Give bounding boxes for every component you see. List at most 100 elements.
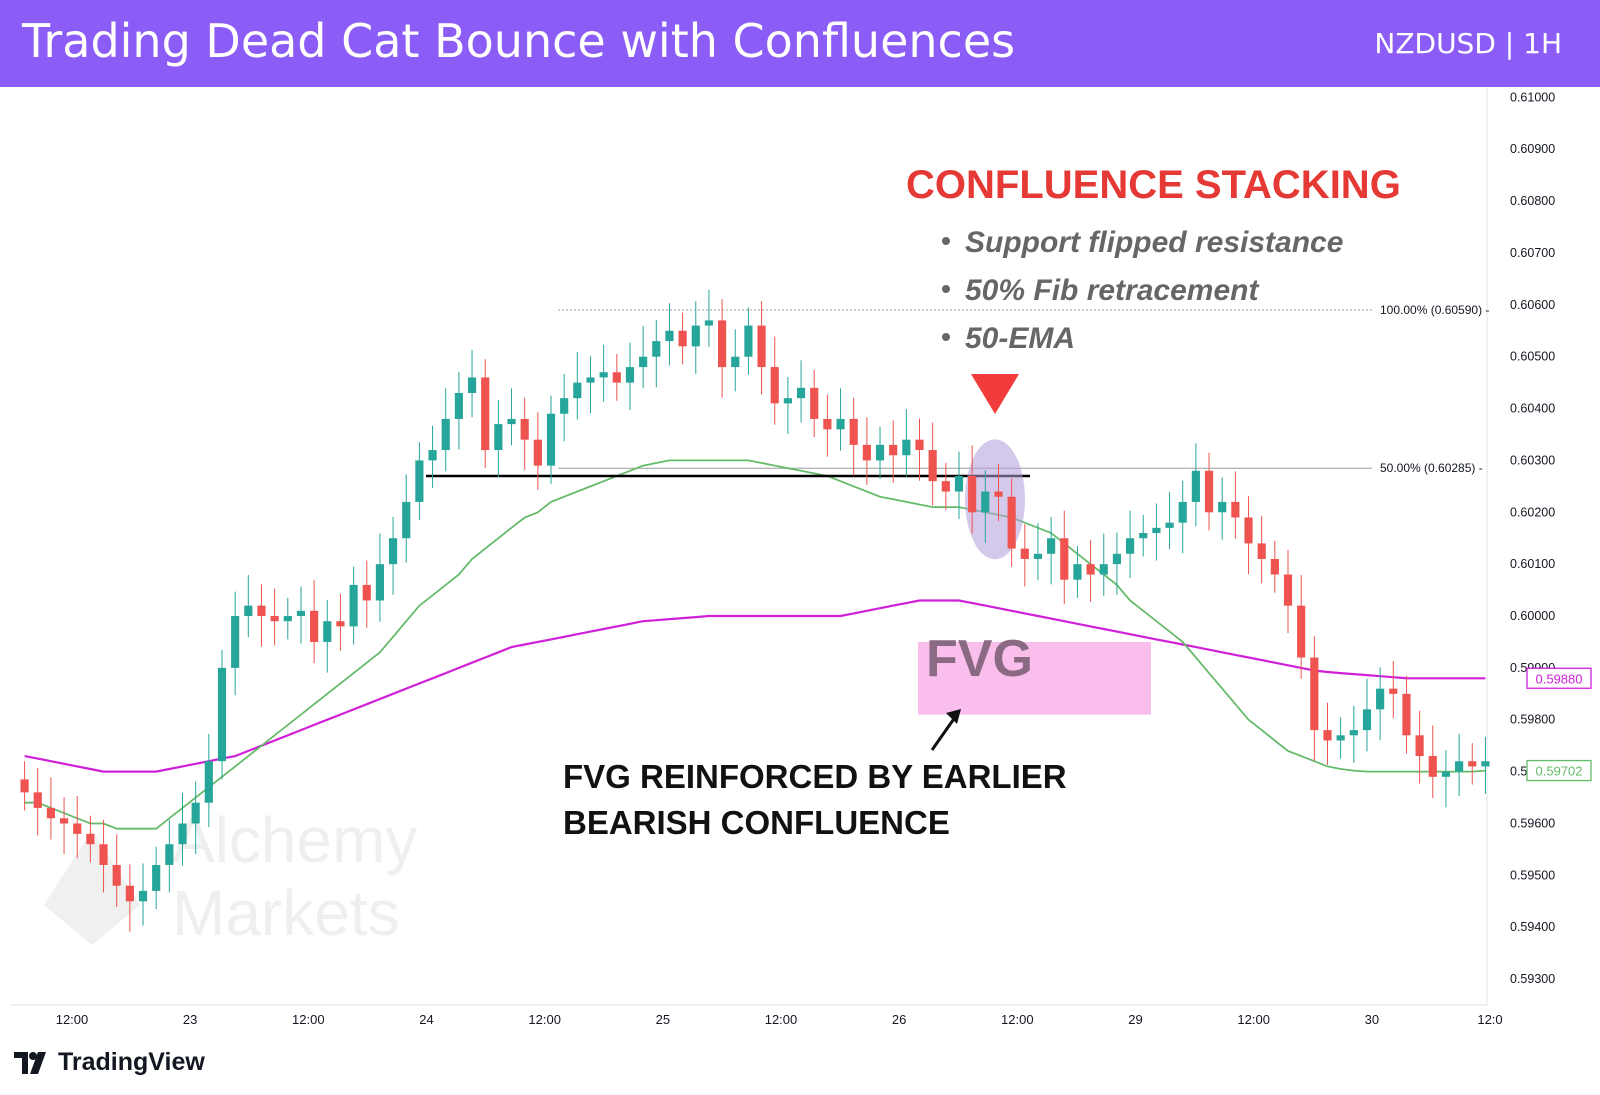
candle-body	[1468, 761, 1477, 767]
fib-level-label: 100.00% (0.60590) -	[1380, 303, 1489, 317]
candle-body	[1283, 574, 1293, 606]
candle-body	[1191, 470, 1200, 502]
ema50-line	[24, 459, 1486, 830]
candle-body	[849, 418, 858, 445]
candle-body	[481, 377, 490, 451]
candle-body	[375, 564, 384, 601]
candle-body	[310, 610, 319, 642]
candle-body	[178, 823, 187, 845]
candle-body	[33, 792, 42, 808]
time-tick-label: 12:00	[1001, 1012, 1034, 1027]
candle-body	[586, 377, 595, 383]
candle-body	[336, 621, 345, 627]
candle-body	[1099, 564, 1108, 575]
candle-body	[1165, 522, 1174, 528]
candle-body	[270, 616, 279, 622]
fvg-note-line2: BEARISH CONFLUENCE	[563, 804, 950, 841]
candle-body	[1310, 657, 1319, 731]
candle-body	[362, 584, 371, 601]
candle-body	[783, 398, 792, 404]
bullet-icon	[942, 333, 950, 341]
price-tick-label: 0.59600	[1510, 816, 1555, 830]
confluence-title: CONFLUENCE STACKING	[906, 163, 1401, 207]
candle-body	[1481, 761, 1490, 767]
price-tick-label: 0.61000	[1510, 90, 1555, 104]
candle-body	[204, 761, 213, 803]
candle-body	[1231, 501, 1240, 518]
fvg-label: FVG	[926, 630, 1033, 688]
fib-level-label: 50.00% (0.60285) -	[1380, 461, 1483, 475]
price-tick-label: 0.60700	[1510, 246, 1555, 260]
candle-body	[1033, 553, 1043, 559]
candle-body	[441, 418, 450, 451]
candle-body	[546, 413, 556, 466]
confluence-item: 50-EMA	[965, 322, 1075, 355]
watermark-line1: Alchemy	[172, 804, 417, 876]
price-tick-label: 0.60300	[1510, 453, 1555, 467]
candle-body	[1349, 730, 1358, 736]
candle-body	[59, 818, 69, 824]
candle-body	[520, 418, 529, 440]
watermark-logo-icon	[44, 830, 140, 945]
price-label-box	[1526, 759, 1592, 782]
time-tick-label: 12:0	[1477, 1012, 1502, 1027]
candle-body	[152, 864, 161, 891]
tradingview-logo[interactable]: TradingView	[14, 1048, 205, 1077]
page-title: Trading Dead Cat Bounce with Confluences	[22, 14, 1016, 68]
candle-body	[639, 356, 648, 368]
candle-body	[191, 802, 200, 824]
candle-body	[1336, 735, 1345, 741]
candle-body	[415, 460, 424, 502]
candle-body	[981, 491, 990, 513]
candle-body	[125, 885, 134, 902]
watermark: Alchemy Markets	[44, 804, 417, 949]
time-tick-label: 12:00	[292, 1012, 325, 1027]
price-tick-label: 0.60200	[1510, 505, 1555, 519]
tradingview-label: TradingView	[58, 1048, 205, 1076]
candle-body	[244, 605, 253, 617]
price-label-text: 0.59880	[1536, 671, 1583, 686]
candle-body	[691, 325, 700, 347]
candle-body	[573, 382, 582, 399]
price-chart[interactable]: Alchemy Markets 0.610000.609000.608000.6…	[0, 87, 1600, 1037]
candle-body	[1086, 564, 1095, 575]
fvg-note-line1: FVG REINFORCED BY EARLIER	[563, 758, 1067, 795]
candle-body	[704, 320, 714, 326]
symbol-timeframe-label: NZDUSD | 1H	[1374, 27, 1562, 60]
candle-body	[1415, 735, 1424, 757]
candle-body	[1323, 730, 1332, 741]
candle-body	[1270, 558, 1279, 575]
price-tick-label: 0.60900	[1510, 142, 1555, 156]
bullet-icon	[942, 237, 950, 245]
candle-body	[1257, 543, 1266, 559]
price-tick-label: 0.60400	[1510, 402, 1555, 416]
confluence-item: 50% Fib retracement	[965, 274, 1260, 307]
time-tick-label: 29	[1128, 1012, 1142, 1027]
confluence-item: Support flipped resistance	[965, 226, 1343, 259]
candle-body	[744, 325, 753, 357]
candle-body	[757, 325, 766, 368]
candle-body	[612, 372, 621, 383]
candle-body	[678, 330, 687, 347]
time-tick-label: 30	[1365, 1012, 1379, 1027]
time-tick-label: 12:00	[56, 1012, 89, 1027]
candle-body	[73, 823, 82, 834]
price-tick-label: 0.60500	[1510, 350, 1555, 364]
candle-body	[1389, 688, 1398, 694]
candle-body	[1060, 538, 1069, 580]
candle-body	[1112, 553, 1121, 565]
candle-body	[1007, 496, 1016, 549]
candle-body	[454, 393, 463, 419]
candle-body	[1428, 756, 1437, 777]
time-tick-label: 26	[892, 1012, 906, 1027]
candle-body	[494, 424, 503, 451]
price-tick-label: 0.60600	[1510, 298, 1555, 312]
candle-body	[599, 372, 608, 378]
time-axis: 12:00 23 12:00 24 12:00 25 12:00 26 12:00 29 12:00…	[56, 1012, 1503, 1027]
time-tick-label: 12:00	[765, 1012, 798, 1027]
candle-body	[112, 864, 121, 886]
candle-body	[560, 398, 569, 414]
price-labels: 0.59880 0.59702	[1526, 667, 1592, 782]
candle-body	[1455, 761, 1464, 772]
candle-body	[323, 621, 332, 642]
